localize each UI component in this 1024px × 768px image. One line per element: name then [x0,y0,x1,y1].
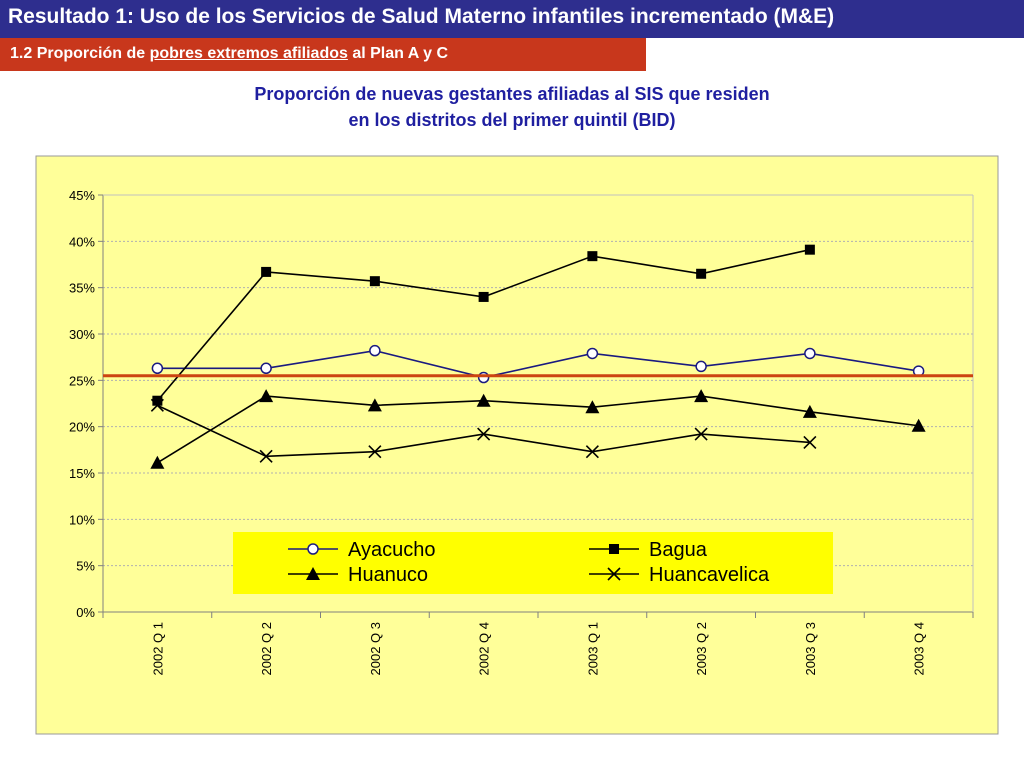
data-point-huanuco [585,400,600,414]
x-tick-label: 2002 Q 4 [477,622,492,676]
title-bar: Resultado 1: Uso de los Servicios de Sal… [0,0,1024,38]
slide-title: Resultado 1: Uso de los Servicios de Sal… [8,5,835,28]
data-point-huanuco [150,455,165,469]
x-tick-label: 2003 Q 4 [912,622,927,676]
data-point-ayacucho [151,362,164,375]
chart-heading-line1: Proporción de nuevas gestantes afiliadas… [254,84,770,104]
x-tick-label: 2002 Q 3 [368,622,383,676]
x-marker-stroke [150,398,164,412]
x-tick-label: 2003 Q 2 [694,622,709,676]
data-point-ayacucho [369,344,381,357]
data-point-huanuco [367,398,382,412]
x-marker-stroke [694,427,708,441]
x-marker-stroke [585,445,599,459]
data-point-ayacucho [804,347,816,360]
data-point-bagua [152,395,163,406]
data-point-ayacucho [586,347,599,360]
data-point-bagua [369,276,380,287]
chart-heading-line2: en los distritos del primer quintil (BID… [348,110,676,130]
x-tick-label: 2002 Q 1 [150,622,165,676]
data-point-huancavelica [803,435,817,449]
data-point-huanuco [476,393,491,407]
data-point-huanuco [694,389,709,403]
data-point-ayacucho [260,362,272,375]
x-marker-stroke [368,445,382,459]
series-line-ayacucho [157,349,919,379]
y-tick-label: 45% [69,188,95,203]
y-tick-label: 0% [76,605,95,620]
subtitle-bar: 1.2 Proporción de pobres extremos afilia… [0,38,646,71]
series-line-huanuco [156,395,919,464]
x-tick-label: 2003 Q 3 [803,622,818,676]
y-tick-label: 40% [69,234,95,249]
legend-label-bagua: Bagua [649,539,708,561]
y-tick-label: 5% [76,559,95,574]
subtitle-suffix: al Plan A y C [347,45,449,62]
legend-marker-bagua [609,544,619,554]
legend-marker-huanuco [306,567,320,580]
data-point-huancavelica [477,427,491,441]
data-point-bagua [587,251,598,262]
data-point-bagua [478,291,489,302]
data-point-huanuco [802,404,817,418]
data-point-huancavelica [694,427,708,441]
data-point-huancavelica [259,449,273,463]
x-marker-stroke [607,567,621,581]
data-point-huancavelica [150,398,164,412]
legend-label-ayacucho: Ayacucho [348,539,435,561]
x-tick-label: 2003 Q 1 [585,622,600,676]
legend-marker-huancavelica [607,567,621,581]
y-tick-label: 20% [69,420,95,435]
data-point-bagua [696,268,707,279]
data-point-huanuco [259,389,274,403]
x-tick-label: 2002 Q 2 [259,622,274,676]
data-point-bagua [804,244,815,255]
y-tick-label: 25% [69,373,95,388]
data-point-ayacucho [695,360,707,373]
data-point-bagua [261,266,272,277]
legend-box [233,532,833,594]
subtitle-underlined: pobres extremos afiliados [149,45,348,62]
y-tick-label: 10% [69,512,95,527]
legend-marker-ayacucho [307,543,319,555]
data-point-ayacucho [477,371,490,384]
data-point-huancavelica [368,445,382,459]
x-marker-stroke [477,427,491,441]
x-marker-stroke [259,449,273,463]
slide-subtitle: 1.2 Proporción de pobres extremos afilia… [10,45,448,63]
y-tick-label: 15% [69,466,95,481]
chart-area [35,155,999,735]
y-tick-label: 35% [69,281,95,296]
legend-label-huancavelica: Huancavelica [649,564,770,586]
y-tick-label: 30% [69,327,95,342]
data-point-huanuco [911,418,926,432]
data-point-huancavelica [585,445,599,459]
subtitle-prefix: 1.2 Proporción de [10,45,150,62]
legend-label-huanuco: Huanuco [348,564,428,586]
x-marker-stroke [803,435,817,449]
